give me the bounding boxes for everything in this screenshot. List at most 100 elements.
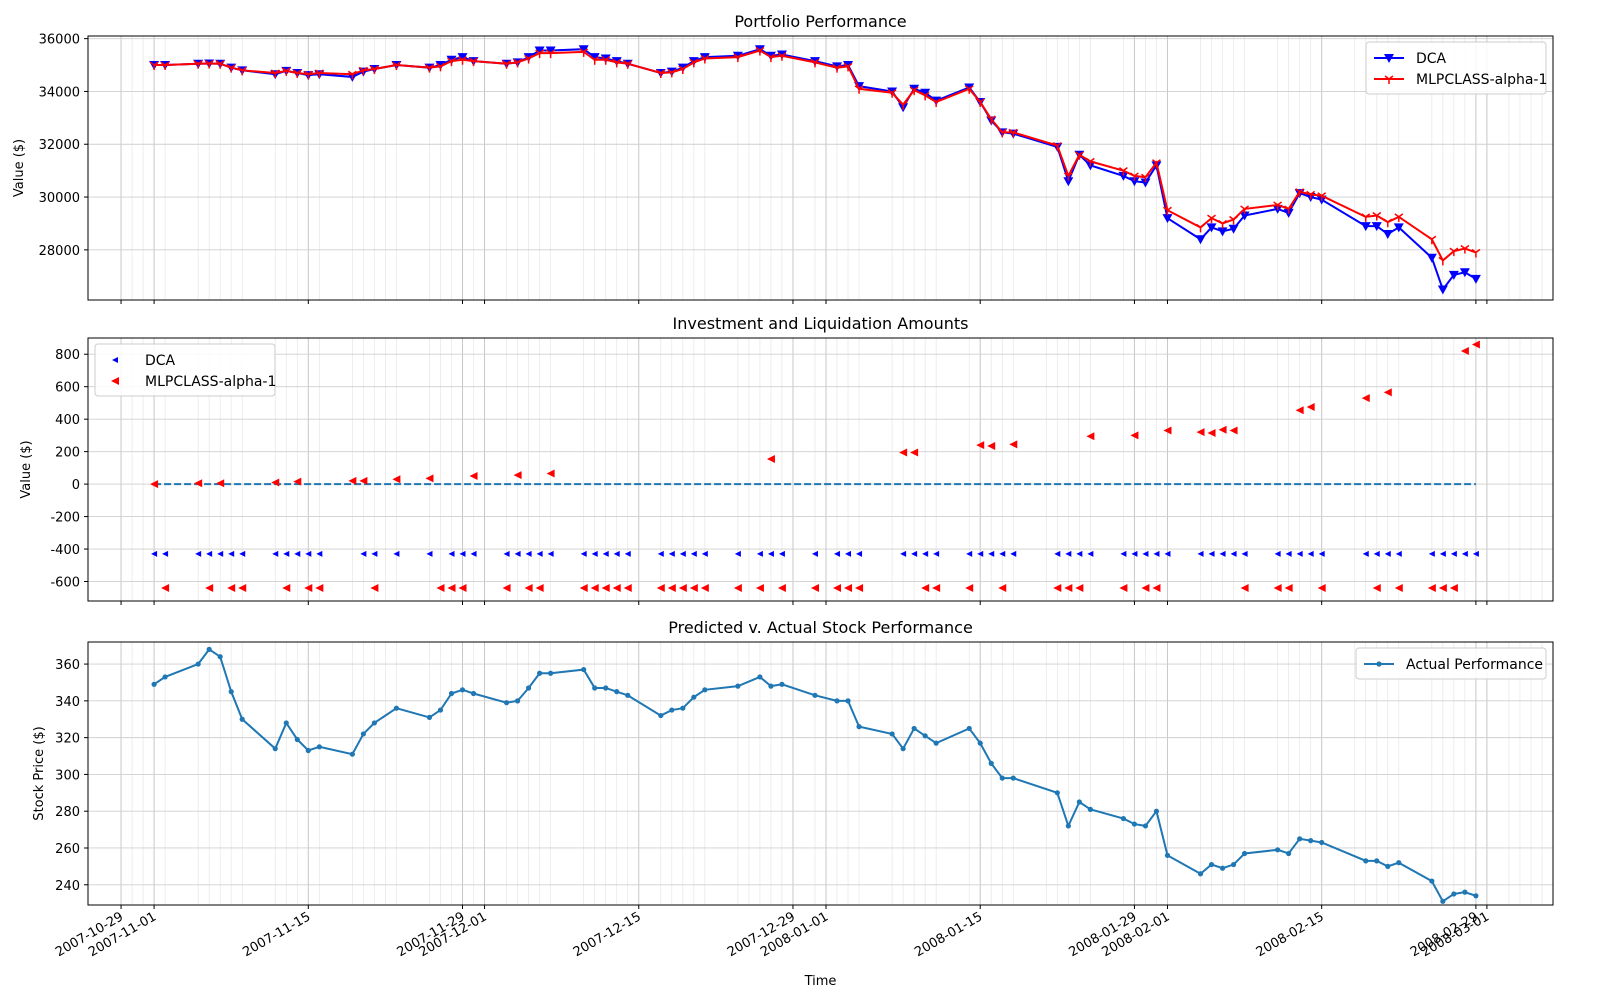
data-point [1152, 159, 1161, 168]
y-tick-label: 32000 [39, 138, 80, 153]
y-tick-label: 200 [55, 446, 80, 461]
data-point [1383, 388, 1392, 397]
data-point [975, 98, 985, 107]
data-point [590, 56, 600, 65]
data-point [1142, 823, 1149, 829]
data-point [524, 584, 533, 593]
data-point [1052, 141, 1062, 151]
data-point [1228, 224, 1239, 234]
data-point [281, 67, 291, 76]
data-point [457, 53, 468, 63]
data-point [535, 49, 545, 59]
data-point [1372, 211, 1382, 221]
data-point [392, 475, 401, 484]
x-tick-label: 2007-11-15 [240, 909, 313, 960]
legend: DCA MLPCLASS-alpha-1 [1365, 41, 1547, 95]
data-point [1372, 584, 1381, 593]
x-axis-label: Time [804, 974, 837, 989]
data-point [1459, 268, 1470, 278]
legend-label: DCA [1416, 51, 1447, 67]
data-point [965, 584, 974, 593]
legend-label: Actual Performance [1406, 657, 1543, 673]
data-point [193, 60, 203, 69]
data-point [239, 550, 246, 557]
legend-label: MLPCLASS-alpha-1 [1416, 72, 1547, 88]
data-point [900, 746, 906, 752]
series-line [153, 647, 1477, 903]
grid-lines [87, 338, 1554, 601]
data-point [1162, 214, 1173, 224]
legend-box [1355, 647, 1547, 680]
data-point [1120, 550, 1127, 557]
data-point [226, 64, 236, 73]
data-point [1118, 167, 1128, 176]
legend-label: DCA [145, 353, 176, 369]
data-point [1297, 836, 1303, 842]
data-point [458, 584, 467, 593]
data-point [986, 115, 996, 125]
y-tick-label: 800 [55, 348, 80, 363]
legend-label: MLPCLASS-alpha-1 [145, 374, 276, 390]
data-point [1065, 550, 1072, 557]
data-point [1274, 550, 1281, 557]
data-point [591, 550, 598, 557]
y-tick-label: 30000 [39, 191, 80, 206]
x-tick-label: 2008-01-15 [912, 909, 985, 960]
data-point [911, 550, 918, 557]
data-point [1396, 860, 1402, 866]
data-point [678, 65, 688, 74]
data-point [283, 550, 290, 557]
data-point [436, 584, 445, 593]
data-point [217, 654, 223, 660]
data-point [447, 57, 456, 67]
data-point [909, 86, 919, 96]
data-point [1440, 898, 1446, 904]
data-point [1153, 808, 1160, 814]
data-point [237, 66, 247, 76]
data-point [162, 674, 168, 680]
data-point [691, 694, 697, 700]
data-point [470, 550, 477, 557]
y-tick-label: 260 [55, 842, 80, 857]
data-point [469, 471, 478, 480]
data-point [669, 707, 675, 713]
data-point [526, 685, 532, 691]
data-point [999, 775, 1005, 781]
data-point [1429, 878, 1435, 884]
data-point [547, 550, 554, 557]
data-point [1152, 584, 1161, 593]
data-point [1428, 550, 1435, 557]
data-point [966, 725, 972, 732]
series-Actual Performance [151, 646, 1479, 904]
y-tick-label: 36000 [39, 33, 80, 48]
data-point [1008, 128, 1018, 138]
data-point [503, 700, 510, 706]
data-point [580, 550, 587, 557]
data-point [206, 550, 213, 557]
data-point [810, 58, 820, 68]
data-point [581, 666, 587, 673]
data-point [1218, 219, 1227, 229]
data-point [459, 687, 466, 693]
data-point [898, 101, 908, 110]
data-point [304, 584, 313, 593]
data-point [1307, 550, 1314, 557]
data-point [845, 698, 851, 704]
data-point [204, 59, 214, 69]
data-point [1438, 256, 1448, 266]
data-point [503, 550, 510, 557]
data-point [1317, 584, 1326, 593]
data-point [272, 550, 279, 557]
data-point [448, 550, 455, 557]
y-tick-label: 360 [55, 658, 80, 673]
data-point [228, 550, 235, 557]
data-point [1240, 584, 1249, 593]
data-point [624, 550, 631, 557]
data-point [1164, 550, 1171, 557]
data-point [151, 681, 157, 687]
data-point [768, 683, 774, 689]
data-point [294, 736, 300, 743]
data-point [161, 584, 170, 593]
data-point [514, 550, 521, 557]
data-point [1451, 891, 1457, 897]
